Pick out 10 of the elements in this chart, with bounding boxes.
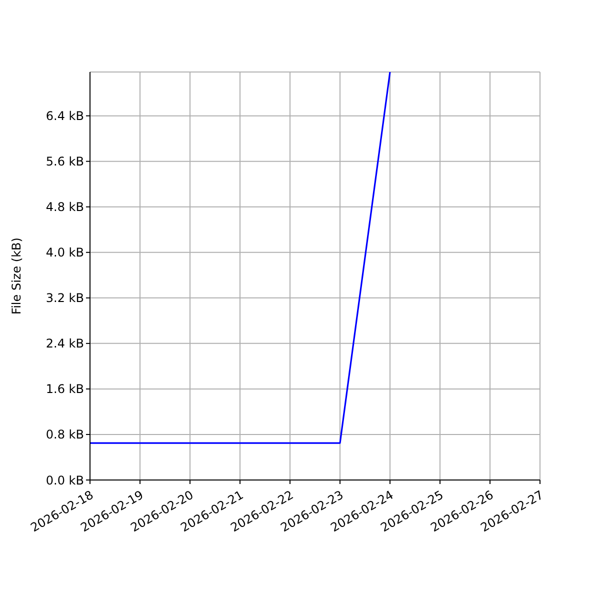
y-tick-label: 5.6 kB xyxy=(46,154,84,169)
y-tick-label: 4.8 kB xyxy=(46,200,84,214)
y-tick-label: 2.4 kB xyxy=(46,336,84,351)
y-tick-label: 1.6 kB xyxy=(46,382,84,396)
y-tick-label: 0.8 kB xyxy=(46,428,84,442)
y-tick-label: 0.0 kB xyxy=(46,473,84,488)
y-tick-label: 4.0 kB xyxy=(46,246,84,260)
y-tick-label: 3.2 kB xyxy=(46,291,84,306)
y-tick-label: 6.4 kB xyxy=(46,109,84,124)
y-axis-title: File Size (kB) xyxy=(9,238,24,314)
